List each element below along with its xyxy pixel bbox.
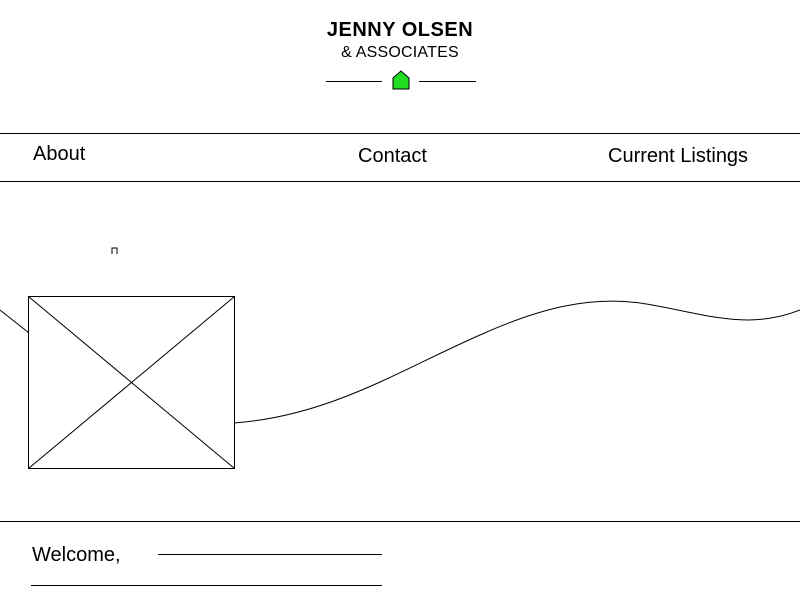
image-placeholder — [28, 296, 235, 469]
nav-bottom-rule — [0, 181, 800, 182]
text-placeholder-line — [158, 554, 382, 555]
home-icon[interactable] — [391, 70, 411, 90]
nav-top-rule — [0, 133, 800, 134]
wave-line-right — [233, 300, 800, 424]
brand-subtitle: & ASSOCIATES — [341, 44, 459, 61]
decorative-line-right — [419, 81, 476, 82]
content-top-rule — [0, 521, 800, 522]
hero-graphic — [0, 296, 800, 469]
brand-title[interactable]: JENNY OLSEN — [326, 19, 474, 41]
nav-about[interactable]: About — [33, 143, 86, 165]
wave-line-left — [0, 309, 30, 334]
decorative-line-left — [326, 81, 382, 82]
welcome-heading: Welcome, — [32, 544, 121, 566]
nav-contact[interactable]: Contact — [358, 145, 427, 167]
marker-icon — [111, 247, 118, 254]
text-placeholder-line — [31, 585, 382, 586]
nav-current-listings[interactable]: Current Listings — [608, 145, 749, 167]
